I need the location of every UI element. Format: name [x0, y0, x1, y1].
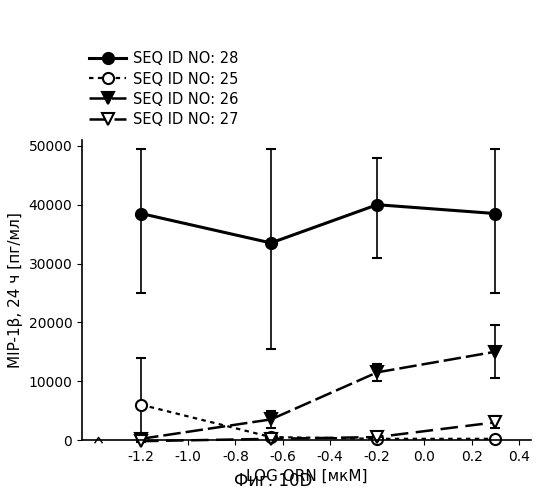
Y-axis label: MIP-1β, 24 ч [пг/мл]: MIP-1β, 24 ч [пг/мл] [8, 212, 23, 368]
X-axis label: LOG ORN [мкМ]: LOG ORN [мкМ] [246, 470, 367, 484]
Legend: SEQ ID NO: 28, SEQ ID NO: 25, SEQ ID NO: 26, SEQ ID NO: 27: SEQ ID NO: 28, SEQ ID NO: 25, SEQ ID NO:… [89, 52, 238, 127]
Text: Фиг. 10D: Фиг. 10D [234, 472, 313, 490]
